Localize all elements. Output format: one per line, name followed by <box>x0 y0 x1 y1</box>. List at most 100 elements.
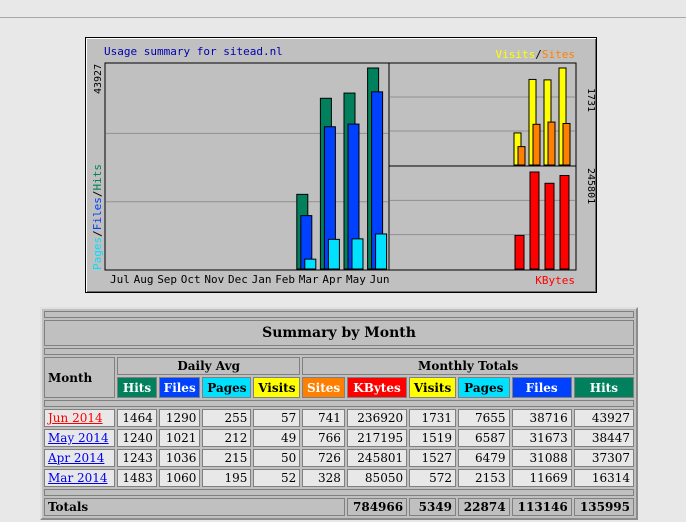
bar-sites <box>562 122 571 166</box>
x-tick-label: Nov <box>204 273 224 286</box>
value-cell: 195 <box>202 469 252 487</box>
value-cell: 328 <box>302 469 345 487</box>
value-cell: 37307 <box>573 449 634 467</box>
value-cell: 1290 <box>158 409 201 427</box>
month-link[interactable]: Mar 2014 <box>48 471 108 485</box>
value-cell: 6479 <box>458 449 510 467</box>
daily-avg-header: Daily Avg <box>117 357 301 375</box>
y-max-label-visits: 1731 <box>585 88 596 112</box>
total-cell: 5349 <box>409 498 457 516</box>
value-cell: 31088 <box>511 449 572 467</box>
legend-part: Visits <box>496 48 536 61</box>
legend-part: Sites <box>542 48 575 61</box>
bar-pages <box>351 238 364 270</box>
usage-chart: Usage summary for sitead.nl Jul Aug Sep Oct N… <box>85 37 597 293</box>
bar-kbytes <box>529 171 540 270</box>
y-axis-label-part: / <box>91 191 104 198</box>
value-cell: 1527 <box>409 449 457 467</box>
legend-part: / <box>535 48 542 61</box>
y-axis-label-part: Pages <box>91 237 104 270</box>
value-cell: 255 <box>202 409 252 427</box>
month-cell: Mar 2014 <box>44 469 116 487</box>
value-cell: 245801 <box>346 449 408 467</box>
value-cell: 572 <box>409 469 457 487</box>
value-cell: 1036 <box>158 449 201 467</box>
value-cell: 11669 <box>511 469 572 487</box>
total-cell: 135995 <box>573 498 634 516</box>
value-cell: 38716 <box>511 409 572 427</box>
chart-title: Usage summary for sitead.nl <box>104 45 283 58</box>
table-row: Apr 2014 1243 1036 215 50 726 245801 1527 6479 31… <box>44 449 634 467</box>
value-cell: 1519 <box>409 429 457 447</box>
bar-sites <box>532 123 541 166</box>
month-link[interactable]: Apr 2014 <box>48 451 105 465</box>
y-axis-label-part: / <box>91 230 104 237</box>
bar-sites <box>517 146 526 166</box>
total-col-header: Sites <box>302 377 345 398</box>
value-cell: 726 <box>302 449 345 467</box>
kbytes-label: KBytes <box>535 274 575 287</box>
value-cell: 1021 <box>158 429 201 447</box>
y-axis-label: Pages/Files/Hits <box>91 164 104 270</box>
value-cell: 741 <box>302 409 345 427</box>
value-cell: 1243 <box>117 449 157 467</box>
total-cell: 22874 <box>458 498 510 516</box>
x-tick-label: Jan <box>252 273 272 286</box>
month-link[interactable]: Jun 2014 <box>48 411 103 425</box>
main-plot-area <box>104 62 390 271</box>
total-col-header: Visits <box>409 377 457 398</box>
daily-col-header: Pages <box>202 377 252 398</box>
value-cell: 1464 <box>117 409 157 427</box>
table-row: May 2014 1240 1021 212 49 766 217195 1519 6587 31… <box>44 429 634 447</box>
bar-sites <box>547 121 556 166</box>
x-tick-label: Jul <box>110 273 130 286</box>
table-row: Jun 2014 1464 1290 255 57 741 236920 1731 7655 38… <box>44 409 634 427</box>
x-tick-label: Jun <box>370 273 390 286</box>
value-cell: 57 <box>253 409 301 427</box>
x-tick-label: Apr <box>322 273 342 286</box>
value-cell: 1060 <box>158 469 201 487</box>
value-cell: 7655 <box>458 409 510 427</box>
bar-kbytes <box>514 234 525 270</box>
value-cell: 16314 <box>573 469 634 487</box>
visits-sites-legend: Visits/Sites <box>496 48 576 61</box>
total-cell: 784966 <box>346 498 408 516</box>
x-tick-label: Mar <box>299 273 319 286</box>
value-cell: 217195 <box>346 429 408 447</box>
value-cell: 766 <box>302 429 345 447</box>
x-tick-label: Aug <box>134 273 154 286</box>
month-cell: Apr 2014 <box>44 449 116 467</box>
summary-title: Summary by Month <box>44 320 634 346</box>
total-col-header: Files <box>511 377 572 398</box>
usage-chart-svg: Usage summary for sitead.nl Jul Aug Sep Oct N… <box>91 45 596 287</box>
x-tick-label: Oct <box>181 273 201 286</box>
value-cell: 1240 <box>117 429 157 447</box>
value-cell: 49 <box>253 429 301 447</box>
bar-pages <box>327 238 340 270</box>
bar-pages <box>304 258 317 270</box>
bar-kbytes <box>559 175 570 270</box>
table-row: Mar 2014 1483 1060 195 52 328 85050 572 2153 1166… <box>44 469 634 487</box>
x-tick-label: May <box>346 273 366 286</box>
month-cell: May 2014 <box>44 429 116 447</box>
month-link[interactable]: May 2014 <box>48 431 109 445</box>
daily-col-header: Hits <box>117 377 157 398</box>
value-cell: 38447 <box>573 429 634 447</box>
top-divider <box>0 17 686 18</box>
daily-col-header: Files <box>158 377 201 398</box>
summary-table: Summary by Month Month Daily Avg Monthly… <box>40 307 638 520</box>
y-axis-label-part: Hits <box>91 164 104 191</box>
x-tick-label: Dec <box>228 273 248 286</box>
value-cell: 6587 <box>458 429 510 447</box>
value-cell: 85050 <box>346 469 408 487</box>
value-cell: 43927 <box>573 409 634 427</box>
value-cell: 1483 <box>117 469 157 487</box>
total-col-header: Pages <box>458 377 510 398</box>
bar-pages <box>375 233 388 270</box>
value-cell: 2153 <box>458 469 510 487</box>
y-max-label-kbytes: 245801 <box>585 168 596 204</box>
daily-col-header: Visits <box>253 377 301 398</box>
total-col-header: Hits <box>573 377 634 398</box>
total-col-header: KBytes <box>346 377 408 398</box>
totals-row: Totals 784966 5349 22874 113146 135995 <box>44 498 634 516</box>
